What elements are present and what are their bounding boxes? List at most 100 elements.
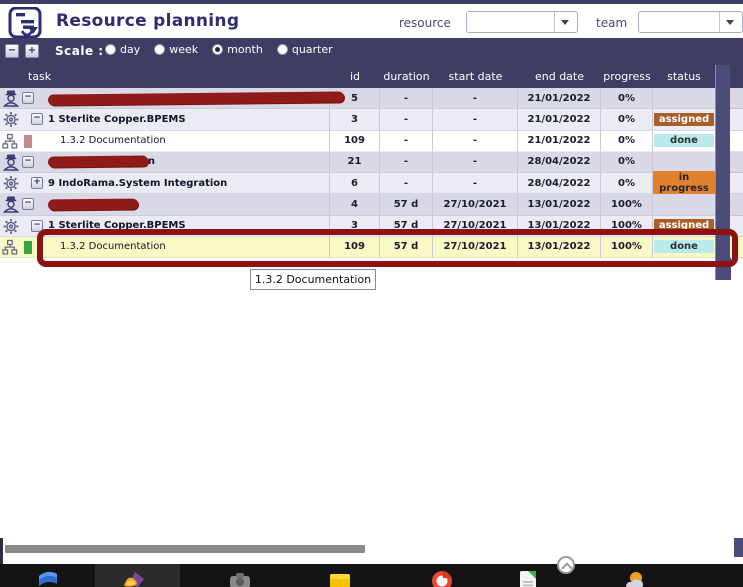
resource-combobox[interactable] xyxy=(466,11,578,33)
table-row[interactable]: +9 IndoRama.System Integration 6 - - 28/… xyxy=(0,171,715,196)
zoom-in-button[interactable]: + xyxy=(25,44,39,58)
chevron-down-icon[interactable] xyxy=(554,12,577,32)
collapse-button[interactable]: − xyxy=(22,155,34,168)
start-date-cell: - xyxy=(433,130,518,152)
taskbar-overflow-button[interactable] xyxy=(557,556,575,574)
taskbar-red-browser-icon[interactable] xyxy=(430,568,454,587)
table-row[interactable]: −1 Sterlite Copper.BPEMS 3 57 d 27/10/20… xyxy=(0,215,715,237)
sitemap-icon xyxy=(2,133,18,150)
scale-label: Scale : xyxy=(55,44,104,58)
radio-label: day xyxy=(120,43,141,56)
start-date-cell: - xyxy=(433,88,518,110)
taskbar-yellow-app-icon[interactable] xyxy=(328,568,352,587)
end-date-cell: 28/04/2022 xyxy=(518,151,601,173)
duration-cell: 57 d xyxy=(380,194,433,216)
scale-radio-group: day week month quarter xyxy=(105,43,333,56)
status-cell xyxy=(653,88,715,110)
table-row[interactable]: 1.3.2 Documentation 109 - - 21/01/2022 0… xyxy=(0,130,715,152)
end-date-cell: 13/01/2022 xyxy=(518,194,601,216)
worker-icon xyxy=(2,90,20,107)
redacted-task-name xyxy=(47,91,345,106)
zoom-out-button[interactable]: − xyxy=(5,44,19,58)
duration-cell: 57 d xyxy=(380,215,433,237)
team-combobox[interactable] xyxy=(638,11,743,33)
end-date-cell: 21/01/2022 xyxy=(518,109,601,131)
column-header-id: id xyxy=(349,70,361,83)
pane-splitter[interactable] xyxy=(715,65,731,280)
table-header-row: task id duration start date end date progress… xyxy=(0,65,743,88)
task-color-chip xyxy=(24,134,32,148)
table-row[interactable]: − 5 - - 21/01/2022 0% xyxy=(0,88,715,110)
gantt-header xyxy=(730,65,743,88)
status-badge: assigned xyxy=(654,219,714,233)
duration-cell: - xyxy=(380,151,433,173)
gantt-row-stripe xyxy=(730,130,743,152)
table-row[interactable]: −1 Sterlite Copper.BPEMS 3 - - 21/01/202… xyxy=(0,109,715,131)
progress-cell: 0% xyxy=(601,109,653,131)
taskbar-gray-app-icon[interactable] xyxy=(228,568,252,587)
status-cell: in progress xyxy=(653,171,715,196)
end-date-cell: 28/04/2022 xyxy=(518,173,601,195)
scale-toolbar: − + Scale : day week month quarter xyxy=(0,38,743,65)
column-header-progress: progress xyxy=(603,70,651,83)
task-name: dan xyxy=(47,152,155,172)
collapse-button[interactable]: − xyxy=(31,113,43,126)
radio-button-icon[interactable] xyxy=(212,44,224,55)
status-badge: assigned xyxy=(654,112,714,126)
id-cell: 3 xyxy=(330,109,380,131)
column-header-status: status xyxy=(667,70,701,83)
task-cell: +9 IndoRama.System Integration xyxy=(0,173,330,195)
gantt-row-stripe xyxy=(730,151,743,173)
task-cell: −1 Sterlite Copper.BPEMS xyxy=(0,109,330,131)
table-row[interactable]: 1.3.2 Documentation 109 57 d 27/10/2021 … xyxy=(0,236,715,258)
radio-button-icon[interactable] xyxy=(105,44,116,55)
task-cell: 1.3.2 Documentation xyxy=(0,130,330,152)
expand-button[interactable]: + xyxy=(31,177,43,189)
start-date-cell: 27/10/2021 xyxy=(433,236,518,258)
radio-label: quarter xyxy=(291,43,333,56)
end-date-cell: 21/01/2022 xyxy=(518,130,601,152)
id-cell: 4 xyxy=(330,194,380,216)
id-cell: 5 xyxy=(330,88,380,110)
collapse-button[interactable]: − xyxy=(22,92,34,104)
taskbar-active-colorful-app-icon[interactable] xyxy=(122,568,146,587)
gantt-row-stripe xyxy=(730,88,743,110)
window-top-strip xyxy=(0,0,743,4)
end-date-cell: 13/01/2022 xyxy=(518,236,601,258)
taskbar-green-document-icon[interactable] xyxy=(516,568,540,587)
gantt-pane xyxy=(730,65,743,258)
column-header-task: task xyxy=(28,70,52,83)
gantt-row-stripe xyxy=(730,236,743,258)
duration-cell: - xyxy=(380,88,433,110)
progress-cell: 100% xyxy=(601,194,653,216)
task-name: 1.3.2 Documentation xyxy=(60,241,166,253)
column-header-start-date: start date xyxy=(448,70,503,83)
scale-option-month[interactable]: month xyxy=(212,43,263,56)
task-name: 1.3.2 Documentation xyxy=(60,135,166,147)
duration-cell: - xyxy=(380,130,433,152)
gantt-row-stripe xyxy=(730,215,743,237)
scale-option-quarter[interactable]: quarter xyxy=(276,43,333,56)
collapse-button[interactable]: − xyxy=(22,198,34,211)
scale-option-day[interactable]: day xyxy=(105,43,140,56)
table-row[interactable]: −dan 21 - - 28/04/2022 0% xyxy=(0,151,715,173)
id-cell: 109 xyxy=(330,130,380,152)
progress-cell: 0% xyxy=(601,151,653,173)
radio-button-icon[interactable] xyxy=(276,44,288,55)
taskbar-weather-icon[interactable] xyxy=(622,568,646,587)
task-name xyxy=(47,88,345,108)
table-row[interactable]: − 4 57 d 27/10/2021 13/01/2022 100% xyxy=(0,194,715,216)
page-title: Resource planning xyxy=(56,11,240,31)
radio-button-icon[interactable] xyxy=(154,44,166,55)
task-color-chip xyxy=(24,240,32,254)
tooltip: 1.3.2 Documentation xyxy=(250,269,376,290)
duration-cell: - xyxy=(380,173,433,195)
taskbar-blue-app-icon[interactable] xyxy=(36,568,60,587)
chevron-down-icon[interactable] xyxy=(719,12,742,32)
status-cell: done xyxy=(653,237,715,258)
collapse-button[interactable]: − xyxy=(31,219,43,232)
progress-cell: 0% xyxy=(601,130,653,152)
vertical-scrollbar-thumb[interactable] xyxy=(734,538,743,557)
horizontal-scrollbar-thumb[interactable] xyxy=(5,545,365,553)
scale-option-week[interactable]: week xyxy=(154,43,198,56)
